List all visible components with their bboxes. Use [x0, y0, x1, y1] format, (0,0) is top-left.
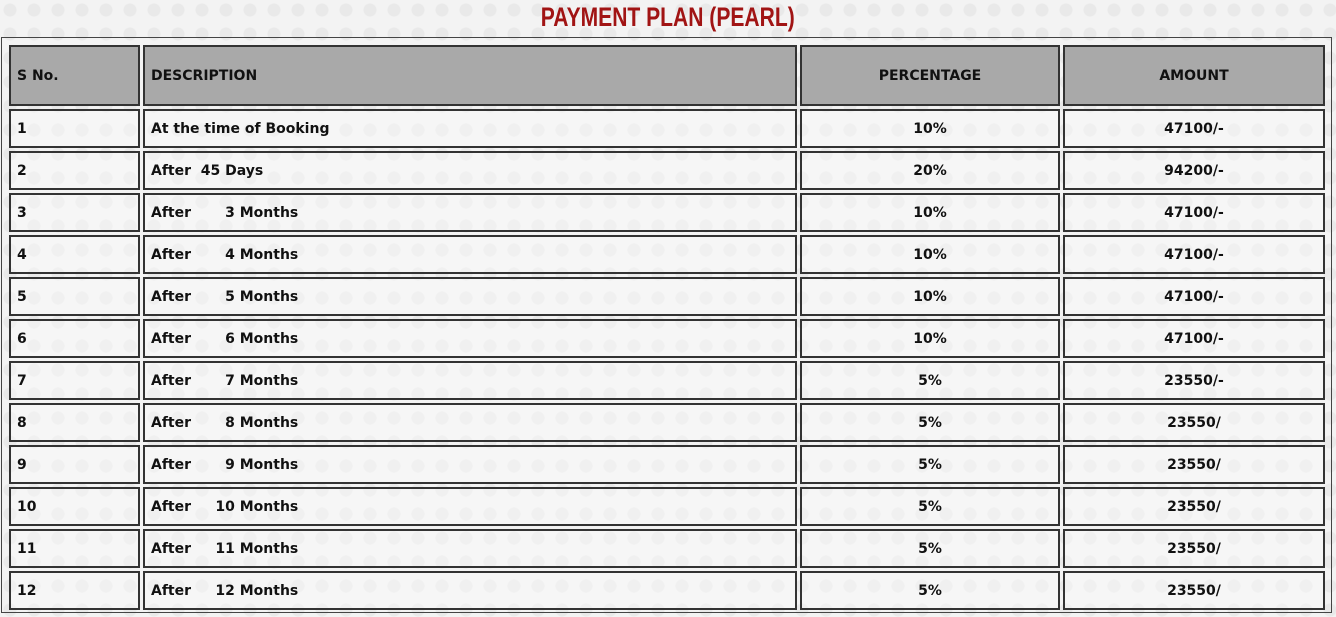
cell-percentage: 10%: [800, 235, 1060, 274]
cell-percentage: 10%: [800, 319, 1060, 358]
cell-amount: 47100/-: [1063, 277, 1325, 316]
cell-sno: 4: [9, 235, 140, 274]
table-row: 9 After 9 Months 5% 23550/: [9, 445, 1325, 484]
table-row: 4 After 4 Months 10% 47100/-: [9, 235, 1325, 274]
header-percentage: PERCENTAGE: [800, 45, 1060, 106]
cell-sno: 11: [9, 529, 140, 568]
cell-amount: 23550/: [1063, 571, 1325, 610]
cell-amount: 23550/: [1063, 487, 1325, 526]
cell-sno: 12: [9, 571, 140, 610]
cell-sno: 7: [9, 361, 140, 400]
payment-plan-table: S No. DESCRIPTION PERCENTAGE AMOUNT 1 At …: [6, 42, 1328, 613]
table-row: 12 After 12 Months 5% 23550/: [9, 571, 1325, 610]
table-row: 10 After 10 Months 5% 23550/: [9, 487, 1325, 526]
cell-amount: 47100/-: [1063, 193, 1325, 232]
table-row: 1 At the time of Booking 10% 47100/-: [9, 109, 1325, 148]
cell-percentage: 5%: [800, 529, 1060, 568]
page-title-text: PAYMENT PLAN (PEARL): [541, 2, 795, 32]
cell-percentage: 10%: [800, 109, 1060, 148]
cell-percentage: 10%: [800, 277, 1060, 316]
table-row: 6 After 6 Months 10% 47100/-: [9, 319, 1325, 358]
cell-sno: 8: [9, 403, 140, 442]
cell-description: At the time of Booking: [143, 109, 797, 148]
cell-amount: 23550/: [1063, 403, 1325, 442]
cell-description: After 45 Days: [143, 151, 797, 190]
table-row: 7 After 7 Months 5% 23550/-: [9, 361, 1325, 400]
header-sno: S No.: [9, 45, 140, 106]
header-description: DESCRIPTION: [143, 45, 797, 106]
payment-plan-table-container: S No. DESCRIPTION PERCENTAGE AMOUNT 1 At …: [1, 37, 1332, 613]
cell-percentage: 5%: [800, 487, 1060, 526]
cell-description: After 12 Months: [143, 571, 797, 610]
cell-sno: 1: [9, 109, 140, 148]
cell-description: After 8 Months: [143, 403, 797, 442]
cell-sno: 10: [9, 487, 140, 526]
cell-description: After 11 Months: [143, 529, 797, 568]
table-row: 11 After 11 Months 5% 23550/: [9, 529, 1325, 568]
page-title: PAYMENT PLAN (PEARL): [0, 0, 1336, 34]
cell-amount: 23550/-: [1063, 361, 1325, 400]
cell-percentage: 20%: [800, 151, 1060, 190]
cell-percentage: 5%: [800, 361, 1060, 400]
cell-percentage: 5%: [800, 571, 1060, 610]
table-row: 2 After 45 Days 20% 94200/-: [9, 151, 1325, 190]
table-row: 5 After 5 Months 10% 47100/-: [9, 277, 1325, 316]
table-row: 8 After 8 Months 5% 23550/: [9, 403, 1325, 442]
header-amount: AMOUNT: [1063, 45, 1325, 106]
cell-sno: 9: [9, 445, 140, 484]
cell-amount: 47100/-: [1063, 319, 1325, 358]
cell-sno: 6: [9, 319, 140, 358]
cell-description: After 6 Months: [143, 319, 797, 358]
cell-description: After 4 Months: [143, 235, 797, 274]
header-row: S No. DESCRIPTION PERCENTAGE AMOUNT: [9, 45, 1325, 106]
table-row: 3 After 3 Months 10% 47100/-: [9, 193, 1325, 232]
cell-description: After 3 Months: [143, 193, 797, 232]
cell-description: After 9 Months: [143, 445, 797, 484]
cell-percentage: 5%: [800, 445, 1060, 484]
cell-amount: 23550/: [1063, 445, 1325, 484]
cell-sno: 2: [9, 151, 140, 190]
cell-amount: 23550/: [1063, 529, 1325, 568]
cell-amount: 47100/-: [1063, 235, 1325, 274]
cell-percentage: 5%: [800, 403, 1060, 442]
cell-description: After 7 Months: [143, 361, 797, 400]
cell-percentage: 10%: [800, 193, 1060, 232]
cell-amount: 94200/-: [1063, 151, 1325, 190]
cell-description: After 10 Months: [143, 487, 797, 526]
cell-sno: 3: [9, 193, 140, 232]
cell-sno: 5: [9, 277, 140, 316]
cell-description: After 5 Months: [143, 277, 797, 316]
cell-amount: 47100/-: [1063, 109, 1325, 148]
